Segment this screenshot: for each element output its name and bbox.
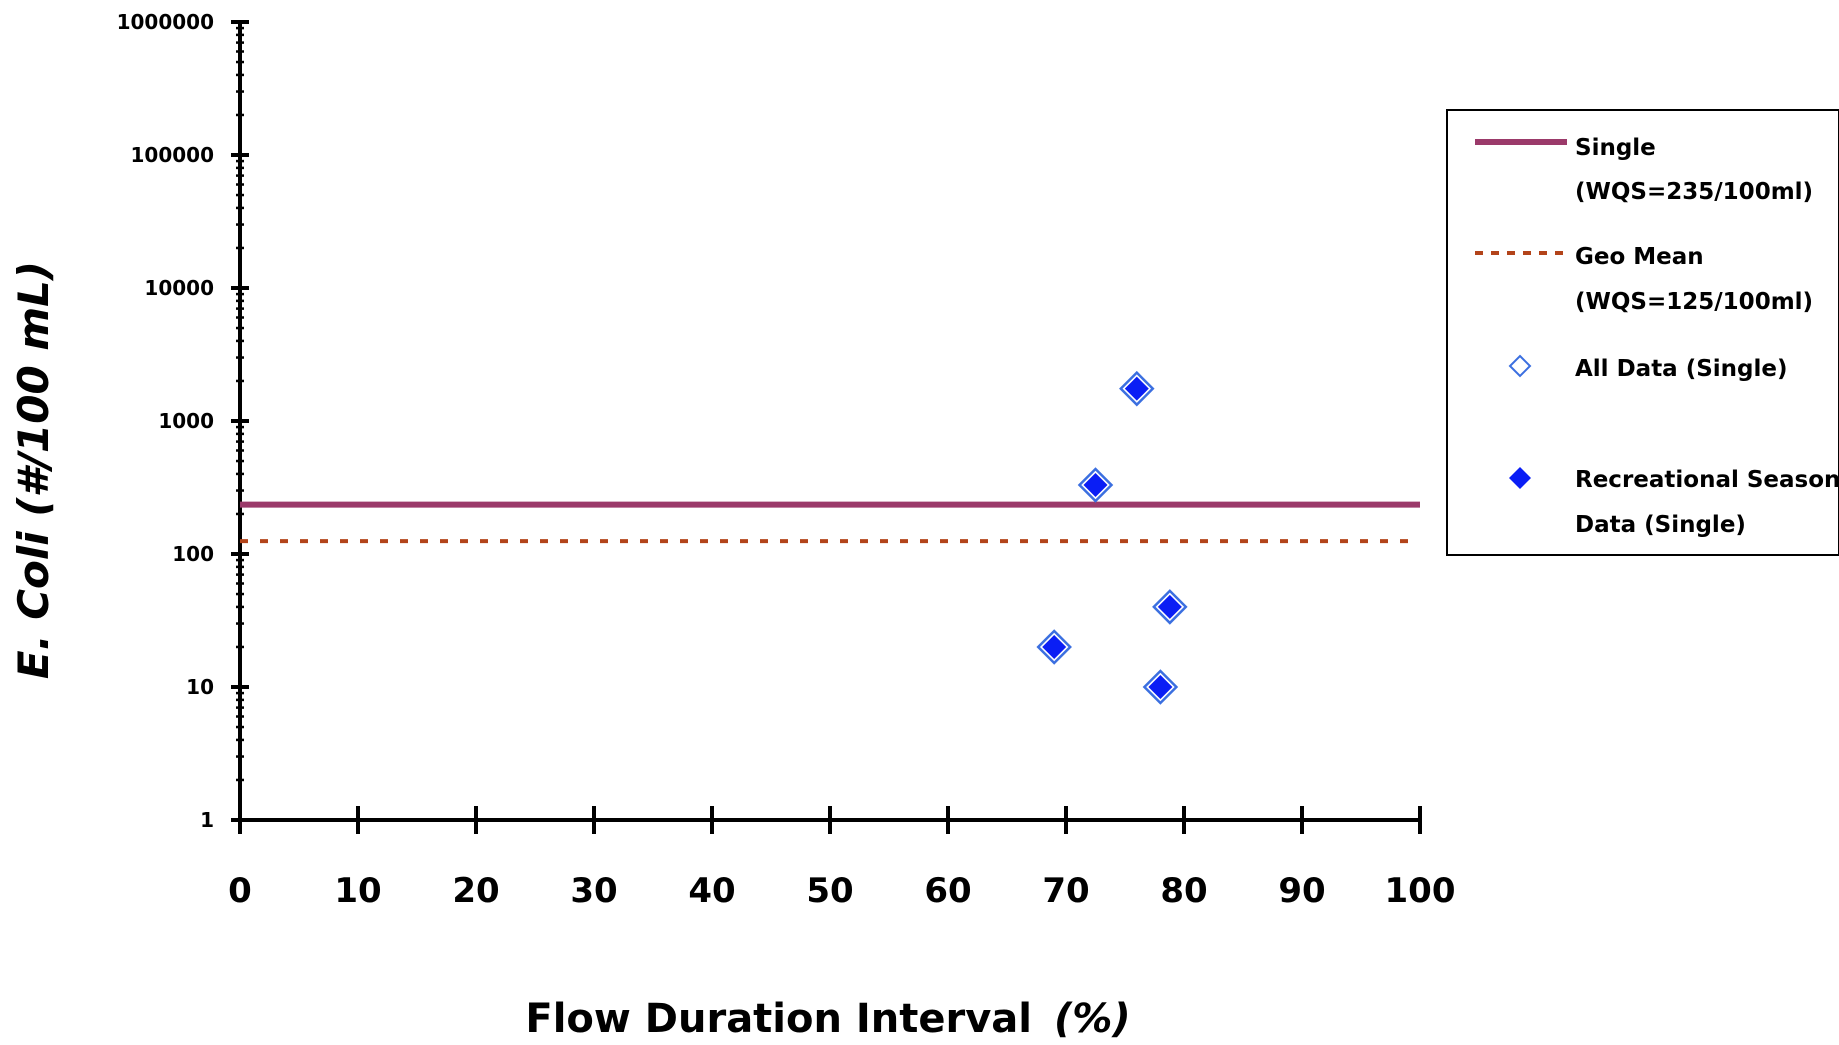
x-tick-label: 70 xyxy=(1042,871,1089,911)
legend-label-recreational-2: Data (Single) xyxy=(1575,512,1746,538)
x-tick-label: 10 xyxy=(334,871,381,911)
legend-label-single-2: (WQS=235/100ml) xyxy=(1575,179,1813,205)
x-axis-title-unit: (%) xyxy=(1054,996,1131,1042)
x-axis-title: Flow Duration Interval (%) xyxy=(525,996,1130,1042)
legend-label-all-data: All Data (Single) xyxy=(1575,356,1788,382)
x-tick-label: 100 xyxy=(1385,871,1456,911)
y-tick-label: 10000 xyxy=(144,276,214,300)
recreational-data-point xyxy=(1042,634,1067,659)
y-tick-label: 100 xyxy=(172,542,214,566)
legend-marker-recreational xyxy=(1509,467,1531,489)
legend: Single (WQS=235/100ml) Geo Mean (WQS=125… xyxy=(1446,109,1839,556)
x-tick-label: 80 xyxy=(1160,871,1207,911)
recreational-data-point xyxy=(1157,594,1182,619)
y-tick-label: 100000 xyxy=(131,143,215,167)
recreational-data-point xyxy=(1124,376,1149,401)
legend-label-single-1: Single xyxy=(1575,135,1656,161)
x-tick-label: 20 xyxy=(452,871,499,911)
x-tick-label: 60 xyxy=(924,871,971,911)
legend-marker-all-data xyxy=(1508,354,1532,378)
legend-label-recreational-1: Recreational Season xyxy=(1575,467,1839,493)
y-axis-title: E. Coli (#/100 mL) xyxy=(9,261,58,679)
legend-label-geomean-1: Geo Mean xyxy=(1575,244,1704,270)
x-axis-title-main: Flow Duration Interval xyxy=(525,996,1032,1042)
x-tick-label: 50 xyxy=(806,871,853,911)
x-tick-label: 30 xyxy=(570,871,617,911)
x-tick-label: 40 xyxy=(688,871,735,911)
y-tick-label: 1000 xyxy=(158,409,214,433)
legend-label-geomean-2: (WQS=125/100ml) xyxy=(1575,289,1813,315)
recreational-data-point xyxy=(1148,675,1173,699)
y-tick-label: 10 xyxy=(186,675,214,699)
x-tick-label: 90 xyxy=(1278,871,1325,911)
recreational-data-point xyxy=(1083,473,1108,498)
y-tick-label: 1 xyxy=(200,808,214,832)
y-tick-label: 1000000 xyxy=(117,10,214,34)
x-tick-label: 0 xyxy=(228,871,252,911)
